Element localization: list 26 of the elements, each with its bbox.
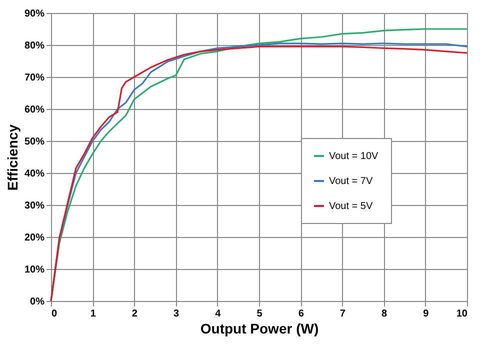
y-tick-label: 50% — [24, 136, 45, 148]
legend-label: Vout = 10V — [329, 151, 379, 162]
x-tick-label: 9 — [423, 308, 430, 320]
x-tick-label: 7 — [340, 308, 346, 320]
x-tick-label: 0 — [52, 308, 58, 320]
x-tick-label: 5 — [256, 308, 263, 320]
x-tick-label: 8 — [382, 308, 388, 320]
y-tick-label: 80% — [24, 40, 45, 52]
legend-label: Vout = 5V — [329, 201, 373, 212]
y-axis-title: Efficiency — [4, 124, 20, 191]
x-tick-label: 6 — [298, 308, 304, 320]
y-tick-label: 90% — [24, 8, 45, 20]
y-tick-label: 70% — [24, 72, 45, 84]
y-tick-label: 40% — [24, 168, 45, 180]
legend-label: Vout = 7V — [329, 176, 373, 187]
y-tick-label: 60% — [24, 104, 45, 116]
y-tick-label: 0% — [30, 296, 45, 308]
x-tick-label: 10 — [456, 308, 468, 320]
x-tick-label: 2 — [132, 308, 138, 320]
y-tick-label: 10% — [24, 264, 45, 276]
x-tick-label: 4 — [215, 308, 222, 320]
y-tick-label: 30% — [24, 200, 45, 212]
x-tick-label: 3 — [174, 308, 180, 320]
x-tick-label: 1 — [90, 308, 96, 320]
x-axis-title: Output Power (W) — [200, 320, 319, 336]
y-tick-label: 20% — [24, 232, 45, 244]
